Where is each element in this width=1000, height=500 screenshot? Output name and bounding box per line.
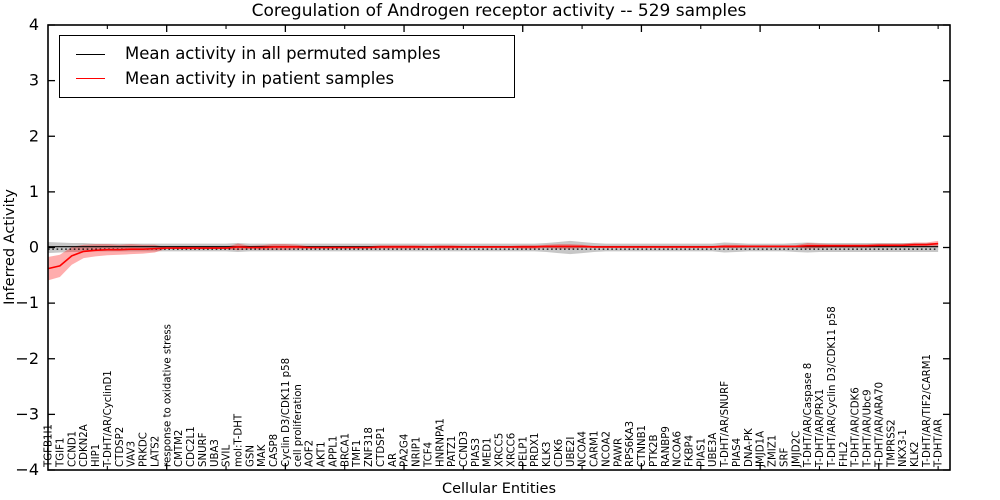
category-label: ZMIZ1 <box>768 435 779 467</box>
category-label: CTDSP1 <box>376 427 387 467</box>
category-label: TGIF1 <box>55 438 66 468</box>
category-label: JMJD1A <box>756 431 767 468</box>
category-label: GSN <box>245 445 256 467</box>
category-label: PAWR <box>613 438 624 467</box>
y-tick-label: 0 <box>29 238 39 257</box>
category-label: UBE2I <box>566 437 577 467</box>
category-label: RPS6KA3 <box>625 421 636 467</box>
category-label: XRCC5 <box>495 433 506 467</box>
category-label: MED1 <box>483 437 494 467</box>
category-label: TCF4 <box>423 442 434 468</box>
category-label: cell proliferation <box>293 384 304 467</box>
category-label: PIAS3 <box>471 438 482 467</box>
category-label: T-DHT/AR/CyclinD1 <box>103 370 114 468</box>
category-label: DNA-PK <box>744 428 755 467</box>
category-label: mol:T-DHT <box>233 413 244 467</box>
category-label: JMJD2C <box>791 431 802 468</box>
category-label: AOF2 <box>305 440 316 467</box>
category-label: VAV3 <box>127 441 138 467</box>
category-label: T-DHT/AR/Caspase 8 <box>803 363 814 468</box>
category-label: FHL2 <box>839 441 850 467</box>
category-label: CASP8 <box>269 434 280 467</box>
category-label: T-DHT/AR/PRX1 <box>815 389 826 468</box>
y-tick-label: −3 <box>15 404 39 423</box>
category-label: RANBP9 <box>661 426 672 467</box>
category-label: PA2G4 <box>400 434 411 467</box>
category-label: CDC2L1 <box>186 426 197 467</box>
category-label: KLK3 <box>542 441 553 467</box>
category-label: FKBP4 <box>684 435 695 467</box>
category-label: KLK2 <box>910 441 921 467</box>
category-label: SRF <box>779 447 790 467</box>
y-tick-label: −2 <box>15 349 39 368</box>
category-label: HNRNPA1 <box>435 418 446 467</box>
category-label: APPL1 <box>328 436 339 467</box>
category-label: LATS2 <box>150 436 161 467</box>
category-label: T-DHT/AR <box>934 419 945 468</box>
category-label: TMF1 <box>352 440 363 468</box>
legend-entry-patient: Mean activity in patient samples <box>70 68 504 88</box>
category-label: T-DHT/AR/CDK6 <box>851 387 862 468</box>
y-tick-label: 3 <box>29 71 39 90</box>
category-label: SNURF <box>198 432 209 467</box>
category-label: T-DHT/AR/Ubc9 <box>863 389 874 468</box>
category-label: NCOA2 <box>601 431 612 467</box>
category-label: CCND3 <box>459 431 470 467</box>
category-label: NRIP1 <box>412 437 423 467</box>
category-label: PTK2B <box>649 434 660 467</box>
category-label: PATZ1 <box>447 436 458 467</box>
patient-mean-line <box>47 242 939 270</box>
legend-line-sample-permuted <box>76 53 105 55</box>
category-label: AR <box>388 453 399 467</box>
category-label: NCOA4 <box>578 431 589 467</box>
legend-label-permuted: Mean activity in all permuted samples <box>125 44 441 63</box>
category-label: TMPRSS2 <box>886 419 897 468</box>
category-label: CMTM2 <box>174 430 185 467</box>
category-label: NKX3-1 <box>898 429 909 467</box>
y-tick-label: 1 <box>29 182 39 201</box>
category-label: T-DHT/AR/Cyclin D3/CDK11 p58 <box>827 306 838 468</box>
category-label: XRCC6 <box>506 433 517 467</box>
category-label: CDK6 <box>554 439 565 467</box>
legend: Mean activity in all permuted samples Me… <box>59 35 515 98</box>
y-tick-label: −4 <box>15 460 39 479</box>
y-tick-label: 4 <box>29 15 39 34</box>
category-label: CDKN2A <box>79 424 90 467</box>
patient-band <box>48 240 939 281</box>
category-label: PIAS1 <box>696 438 707 467</box>
category-label: PRKDC <box>139 432 150 467</box>
category-label: UBE3A <box>708 433 719 467</box>
category-label: SVIL <box>222 445 233 467</box>
y-axis-label: Inferred Activity <box>2 189 18 305</box>
category-label: CARM1 <box>590 431 601 467</box>
category-label: CCND1 <box>67 431 78 467</box>
legend-label-patient: Mean activity in patient samples <box>125 68 395 88</box>
category-label: PELP1 <box>518 436 529 467</box>
y-tick-label: 2 <box>29 126 39 145</box>
category-label: UBA3 <box>210 439 221 467</box>
category-label: MAK <box>257 444 268 467</box>
legend-line-sample-patient <box>76 78 105 80</box>
category-label: BRCA1 <box>340 433 351 467</box>
category-label: HIP1 <box>91 444 102 467</box>
category-label: ZNF318 <box>364 427 375 467</box>
category-label: CTNNB1 <box>637 425 648 467</box>
category-label: NCOA6 <box>673 431 684 467</box>
y-tick-label: −1 <box>15 293 39 312</box>
chart-title: Coregulation of Androgen receptor activi… <box>251 1 747 21</box>
legend-entry-permuted: Mean activity in all permuted samples <box>70 44 504 63</box>
category-label: PRDX1 <box>530 432 541 467</box>
category-label: T-DHT/AR/ARA70 <box>874 382 885 468</box>
category-label: Cyclin D3/CDK11 p58 <box>281 358 292 467</box>
category-label: PIAS4 <box>732 438 743 467</box>
category-label: AKT1 <box>317 441 328 467</box>
category-label: TGFB1I1 <box>44 424 55 468</box>
x-axis-label: Cellular Entities <box>441 481 557 497</box>
category-label: T-DHT/AR/TIF2/CARM1 <box>922 354 933 468</box>
category-label: CTDSP2 <box>115 427 126 467</box>
category-label: T-DHT/AR/SNURF <box>720 381 731 468</box>
category-label: response to oxidative stress <box>162 324 173 467</box>
